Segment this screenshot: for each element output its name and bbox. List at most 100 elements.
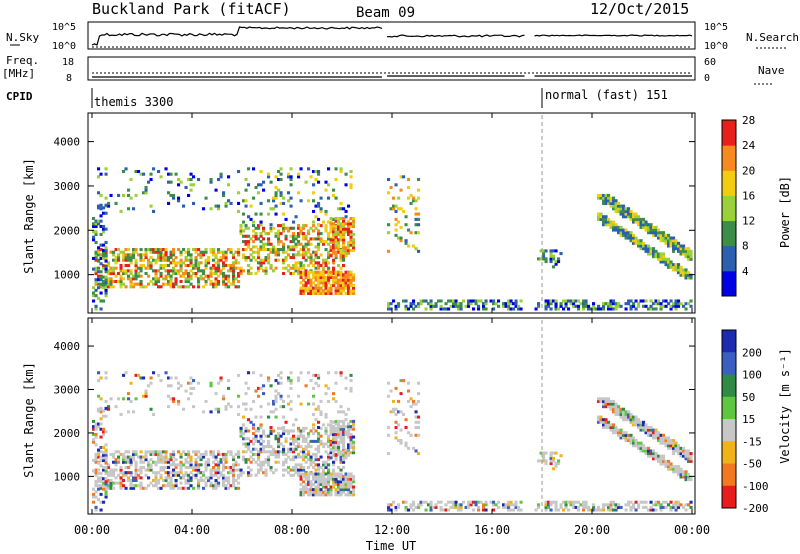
power-cell (92, 235, 96, 239)
power-cell (122, 256, 126, 260)
power-cell (579, 302, 583, 306)
velocity-cell (279, 397, 283, 401)
power-cell (407, 196, 411, 200)
power-cell (239, 226, 243, 230)
velocity-cell (682, 472, 686, 476)
power-cell (342, 263, 346, 268)
velocity-cell (234, 460, 238, 464)
velocity-cell (324, 493, 328, 497)
power-cell (647, 307, 651, 311)
power-cell (634, 220, 638, 224)
velocity-cell (127, 478, 131, 482)
power-cell (149, 248, 153, 252)
power-cell (97, 274, 101, 278)
velocity-cell (164, 452, 168, 456)
power-cell (317, 217, 321, 221)
power-cell (347, 248, 351, 252)
velocity-cell (189, 465, 193, 469)
velocity-cell (214, 468, 218, 472)
velocity-cell (349, 440, 353, 444)
velocity-cell (217, 465, 221, 469)
power-cell (337, 243, 341, 247)
velocity-cell (132, 455, 136, 459)
power-cell (207, 261, 211, 265)
velocity-cell (647, 433, 651, 437)
power-cell (644, 304, 648, 308)
power-cell (477, 299, 481, 303)
power-cell (99, 243, 103, 247)
velocity-cell (339, 468, 343, 472)
velocity-cell (232, 468, 236, 472)
velocity-cell (127, 476, 131, 480)
power-cell (107, 261, 111, 265)
velocity-cell (259, 373, 263, 377)
velocity-cell (407, 381, 411, 385)
velocity-cell (517, 508, 521, 512)
power-cell (219, 250, 223, 254)
velocity-cell (617, 431, 621, 435)
velocity-cell (497, 505, 501, 509)
power-cell (97, 204, 101, 208)
velocity-cell (667, 503, 671, 507)
power-cell (312, 286, 316, 290)
power-cell (262, 261, 266, 265)
velocity-cell (209, 473, 213, 477)
velocity-cell (347, 488, 351, 492)
power-cell (254, 185, 258, 190)
velocity-cell (649, 449, 653, 453)
velocity-cell (189, 463, 193, 467)
power-cell (667, 302, 671, 306)
power-cell (602, 223, 606, 227)
power-cell (674, 268, 678, 272)
power-cell (217, 282, 221, 286)
power-cell (304, 237, 308, 241)
velocity-cell (332, 477, 336, 481)
velocity-cell (334, 399, 338, 403)
power-colorbar-label: Power [dB] (778, 176, 792, 248)
power-cell (302, 224, 306, 228)
power-cell (677, 271, 681, 275)
power-cell (239, 271, 243, 276)
velocity-cell (197, 486, 201, 490)
power-cell (94, 288, 98, 292)
velocity-cell (312, 439, 316, 443)
velocity-cell (317, 468, 321, 472)
power-cell (344, 278, 348, 282)
velocity-cell (107, 405, 111, 409)
velocity-cell (322, 445, 326, 449)
power-cell (214, 277, 218, 281)
velocity-cell (269, 384, 273, 388)
velocity-cell (549, 500, 553, 504)
power-cell (284, 217, 288, 221)
velocity-cell (197, 484, 201, 488)
power-cell (169, 282, 173, 286)
power-cell (347, 281, 351, 285)
velocity-cell (652, 457, 656, 461)
velocity-cell (232, 478, 236, 482)
power-cell (287, 199, 291, 203)
power-cell (232, 266, 236, 270)
power-cell (164, 282, 168, 286)
power-cell (484, 302, 488, 306)
velocity-cell (284, 460, 288, 464)
velocity-cell (392, 410, 396, 414)
velocity-cell (127, 471, 131, 475)
power-cell (627, 212, 631, 216)
velocity-cell (674, 503, 678, 507)
velocity-cell (92, 419, 96, 423)
velocity-cell (179, 471, 183, 475)
velocity-cell (317, 437, 321, 441)
velocity-cell (319, 412, 323, 416)
velocity-cell (172, 460, 176, 464)
velocity-cell (194, 468, 198, 472)
velocity-cell (217, 471, 221, 475)
power-cell (94, 253, 98, 257)
power-cell (482, 304, 486, 308)
power-cell (102, 224, 106, 229)
velocity-cell (197, 471, 201, 475)
power-cell (222, 266, 226, 270)
velocity-cell (339, 371, 343, 375)
velocity-cell (317, 477, 321, 481)
velocity-cell (204, 460, 208, 464)
velocity-cell (272, 429, 276, 433)
